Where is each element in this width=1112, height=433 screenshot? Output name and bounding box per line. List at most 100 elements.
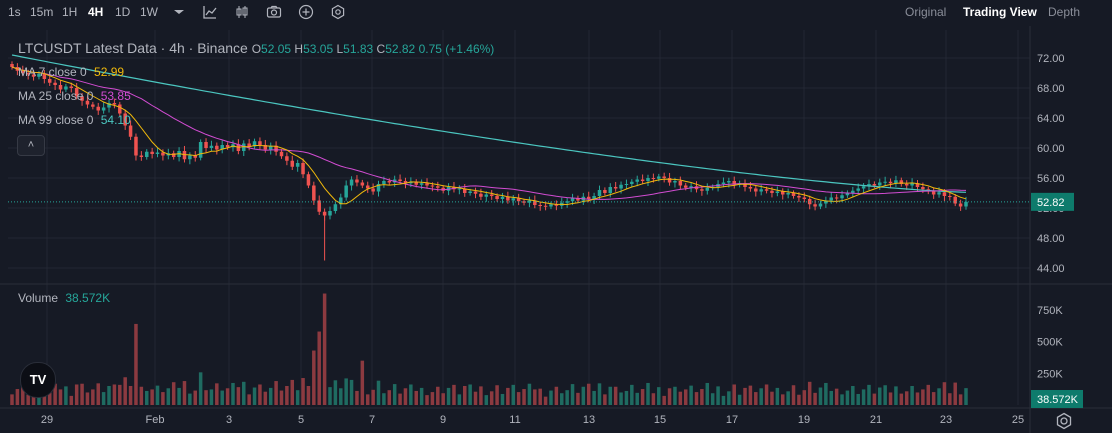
- candle-body: [786, 193, 790, 195]
- volume-bar: [414, 390, 418, 405]
- candle-body: [770, 190, 774, 193]
- candle-body: [258, 141, 262, 145]
- time-tick-label: 13: [583, 414, 595, 426]
- settings-icon[interactable]: [330, 4, 346, 20]
- timeframe-1s[interactable]: 1s: [8, 5, 21, 19]
- volume-bar: [613, 386, 618, 405]
- collapse-legend-button[interactable]: ˄: [17, 135, 45, 156]
- volume-bar: [824, 382, 828, 405]
- tab-trading-view[interactable]: Trading View: [963, 5, 1037, 19]
- price-tick-label: 60.00: [1037, 143, 1065, 155]
- volume-bar: [937, 388, 941, 405]
- volume-bar: [107, 386, 111, 405]
- volume-bar: [538, 388, 542, 405]
- candle-body: [646, 178, 650, 181]
- volume-bar: [312, 350, 316, 405]
- volume-bar: [878, 387, 882, 405]
- chevron-down-icon[interactable]: [171, 4, 187, 20]
- candle-body: [759, 189, 763, 192]
- candle-body: [441, 187, 445, 191]
- candle-body: [31, 74, 36, 77]
- candle-body: [382, 181, 386, 184]
- candle-body: [387, 181, 392, 183]
- candle-body: [436, 186, 440, 188]
- volume-bar: [603, 394, 607, 405]
- time-tick-label: 29: [41, 414, 53, 426]
- candle-body: [780, 191, 785, 195]
- candle-body: [818, 203, 823, 207]
- timeframe-1d[interactable]: 1D: [115, 5, 131, 19]
- low-label: L: [336, 42, 344, 56]
- candle-body: [904, 184, 909, 186]
- volume-bar: [667, 388, 672, 405]
- volume-bar: [344, 378, 348, 405]
- chart-settings-icon[interactable]: [1055, 412, 1073, 430]
- volume-bar: [560, 393, 564, 405]
- candle-body: [511, 198, 516, 201]
- tab-depth[interactable]: Depth: [1048, 5, 1081, 19]
- candle-body: [662, 176, 666, 178]
- volume-bar: [495, 385, 499, 405]
- candle-body: [743, 183, 747, 187]
- price-chart[interactable]: 72.0068.0064.0060.0056.0052.0048.0044.00…: [0, 26, 1112, 433]
- candle-body: [797, 196, 801, 198]
- volume-bar: [549, 390, 553, 405]
- volume-bar: [462, 386, 467, 405]
- candle-body: [317, 200, 321, 212]
- open-label: O: [251, 42, 262, 56]
- volume-bar: [813, 392, 817, 405]
- volume-bar: [926, 384, 931, 405]
- candle-body: [101, 107, 106, 111]
- candle-body: [74, 88, 79, 97]
- volume-bar: [473, 391, 478, 405]
- volume-bar: [511, 384, 516, 405]
- volume-bar: [182, 381, 187, 405]
- candle-body: [42, 73, 47, 79]
- candle-style-icon[interactable]: [234, 4, 250, 20]
- volume-bar: [533, 389, 537, 405]
- candle-body: [301, 163, 305, 175]
- tab-original[interactable]: Original: [905, 5, 947, 19]
- high-value: 53.05: [303, 42, 334, 56]
- ma25-line: [11, 66, 967, 200]
- candle-body: [365, 185, 370, 189]
- volume-bar: [21, 386, 25, 405]
- candle-body: [867, 184, 871, 187]
- timeframe-15m[interactable]: 15m: [30, 5, 54, 19]
- candle-body: [171, 153, 176, 157]
- candle-body: [80, 96, 84, 101]
- timeframe-1h[interactable]: 1H: [62, 5, 78, 19]
- volume-tick-label: 500K: [1037, 337, 1063, 349]
- volume-bar: [387, 390, 392, 405]
- candle-body: [953, 196, 957, 204]
- camera-icon[interactable]: [266, 4, 282, 20]
- candle-body: [543, 205, 548, 207]
- volume-bar: [619, 392, 623, 405]
- timeframe-1w[interactable]: 1W: [140, 5, 158, 19]
- volume-bar: [807, 381, 812, 405]
- volume-bar: [818, 387, 823, 405]
- volume-bar: [921, 389, 925, 405]
- time-tick-label: 3: [226, 414, 232, 426]
- volume-bar: [597, 383, 602, 405]
- add-icon[interactable]: [298, 4, 314, 20]
- volume-bar: [527, 383, 532, 405]
- volume-bar: [888, 392, 893, 405]
- volume-bar: [333, 380, 338, 405]
- candle-body: [295, 163, 300, 167]
- volume-bar: [150, 389, 154, 405]
- ma99-legend: MA 99 close 0 54.10: [18, 113, 131, 127]
- volume-bar: [425, 395, 429, 405]
- timeframe-4h[interactable]: 4H: [88, 5, 104, 19]
- candle-body: [586, 196, 591, 199]
- candle-body: [603, 190, 607, 193]
- volume-bar: [258, 384, 262, 405]
- candle-body: [96, 106, 100, 111]
- volume-bar: [743, 387, 747, 405]
- volume-bar: [780, 394, 785, 405]
- volume-bar: [721, 395, 726, 405]
- volume-bar: [446, 387, 451, 405]
- volume-bar: [349, 379, 354, 405]
- candle-body: [500, 196, 505, 199]
- indicators-icon[interactable]: [202, 4, 218, 20]
